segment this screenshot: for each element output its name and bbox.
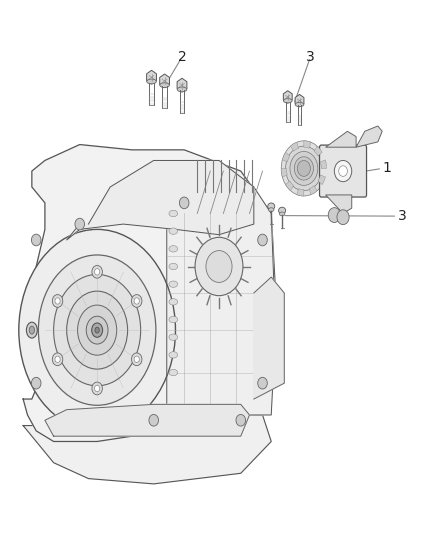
Circle shape (95, 269, 100, 275)
Ellipse shape (147, 79, 156, 84)
Ellipse shape (169, 352, 178, 358)
Ellipse shape (169, 334, 178, 341)
Circle shape (286, 146, 322, 191)
Circle shape (32, 377, 41, 389)
Ellipse shape (169, 263, 178, 270)
Circle shape (195, 237, 243, 296)
Circle shape (328, 208, 340, 222)
Wedge shape (286, 181, 293, 191)
Ellipse shape (169, 369, 178, 376)
Ellipse shape (268, 203, 275, 209)
Ellipse shape (279, 212, 285, 216)
Polygon shape (167, 171, 276, 415)
Circle shape (92, 265, 102, 278)
Circle shape (131, 295, 142, 308)
Ellipse shape (67, 291, 127, 369)
Circle shape (149, 415, 159, 426)
Polygon shape (45, 405, 250, 436)
Wedge shape (314, 146, 322, 156)
Polygon shape (147, 70, 156, 84)
Circle shape (180, 197, 189, 209)
Ellipse shape (19, 229, 176, 431)
Polygon shape (325, 195, 352, 214)
Text: 3: 3 (397, 209, 406, 223)
Ellipse shape (78, 305, 117, 355)
Circle shape (92, 382, 102, 395)
Ellipse shape (53, 274, 141, 386)
Ellipse shape (86, 316, 108, 344)
Circle shape (258, 234, 267, 246)
Polygon shape (160, 74, 170, 88)
Polygon shape (283, 91, 292, 103)
Ellipse shape (169, 298, 178, 305)
Polygon shape (325, 131, 356, 147)
Ellipse shape (283, 99, 292, 103)
Circle shape (290, 151, 318, 185)
Circle shape (134, 356, 139, 362)
Circle shape (339, 166, 347, 176)
Wedge shape (321, 160, 326, 168)
Ellipse shape (160, 83, 170, 87)
Wedge shape (281, 168, 287, 177)
Circle shape (95, 385, 100, 392)
Text: 3: 3 (306, 50, 315, 64)
Ellipse shape (295, 102, 304, 107)
Ellipse shape (169, 281, 178, 287)
Wedge shape (290, 142, 298, 151)
Ellipse shape (177, 87, 187, 92)
Circle shape (75, 218, 85, 230)
Polygon shape (356, 126, 382, 147)
Circle shape (55, 298, 60, 304)
Ellipse shape (29, 326, 35, 334)
Circle shape (236, 415, 246, 426)
Circle shape (337, 210, 349, 224)
Polygon shape (23, 144, 276, 441)
Polygon shape (177, 78, 187, 92)
Circle shape (55, 356, 60, 362)
Polygon shape (295, 94, 304, 107)
Circle shape (294, 157, 314, 180)
Wedge shape (304, 141, 311, 148)
Ellipse shape (92, 323, 102, 337)
Polygon shape (23, 415, 271, 484)
Circle shape (52, 295, 63, 308)
Ellipse shape (169, 317, 178, 322)
Wedge shape (297, 189, 304, 196)
Ellipse shape (279, 207, 286, 214)
Text: 2: 2 (178, 50, 187, 64)
Polygon shape (67, 160, 254, 240)
Circle shape (334, 160, 352, 182)
Ellipse shape (39, 255, 156, 405)
Ellipse shape (268, 208, 274, 212)
Wedge shape (318, 175, 325, 184)
Wedge shape (283, 152, 290, 162)
Ellipse shape (169, 228, 178, 235)
Ellipse shape (26, 322, 37, 338)
Text: 1: 1 (382, 161, 391, 175)
Polygon shape (254, 277, 284, 399)
Circle shape (52, 353, 63, 366)
Circle shape (32, 234, 41, 246)
Ellipse shape (169, 211, 178, 216)
Ellipse shape (169, 246, 178, 252)
Circle shape (281, 141, 326, 196)
Circle shape (297, 160, 311, 176)
Circle shape (206, 251, 232, 282)
Circle shape (134, 298, 139, 304)
Wedge shape (309, 185, 317, 195)
Ellipse shape (95, 327, 99, 333)
Circle shape (131, 353, 142, 366)
Circle shape (258, 377, 267, 389)
FancyBboxPatch shape (320, 145, 367, 197)
